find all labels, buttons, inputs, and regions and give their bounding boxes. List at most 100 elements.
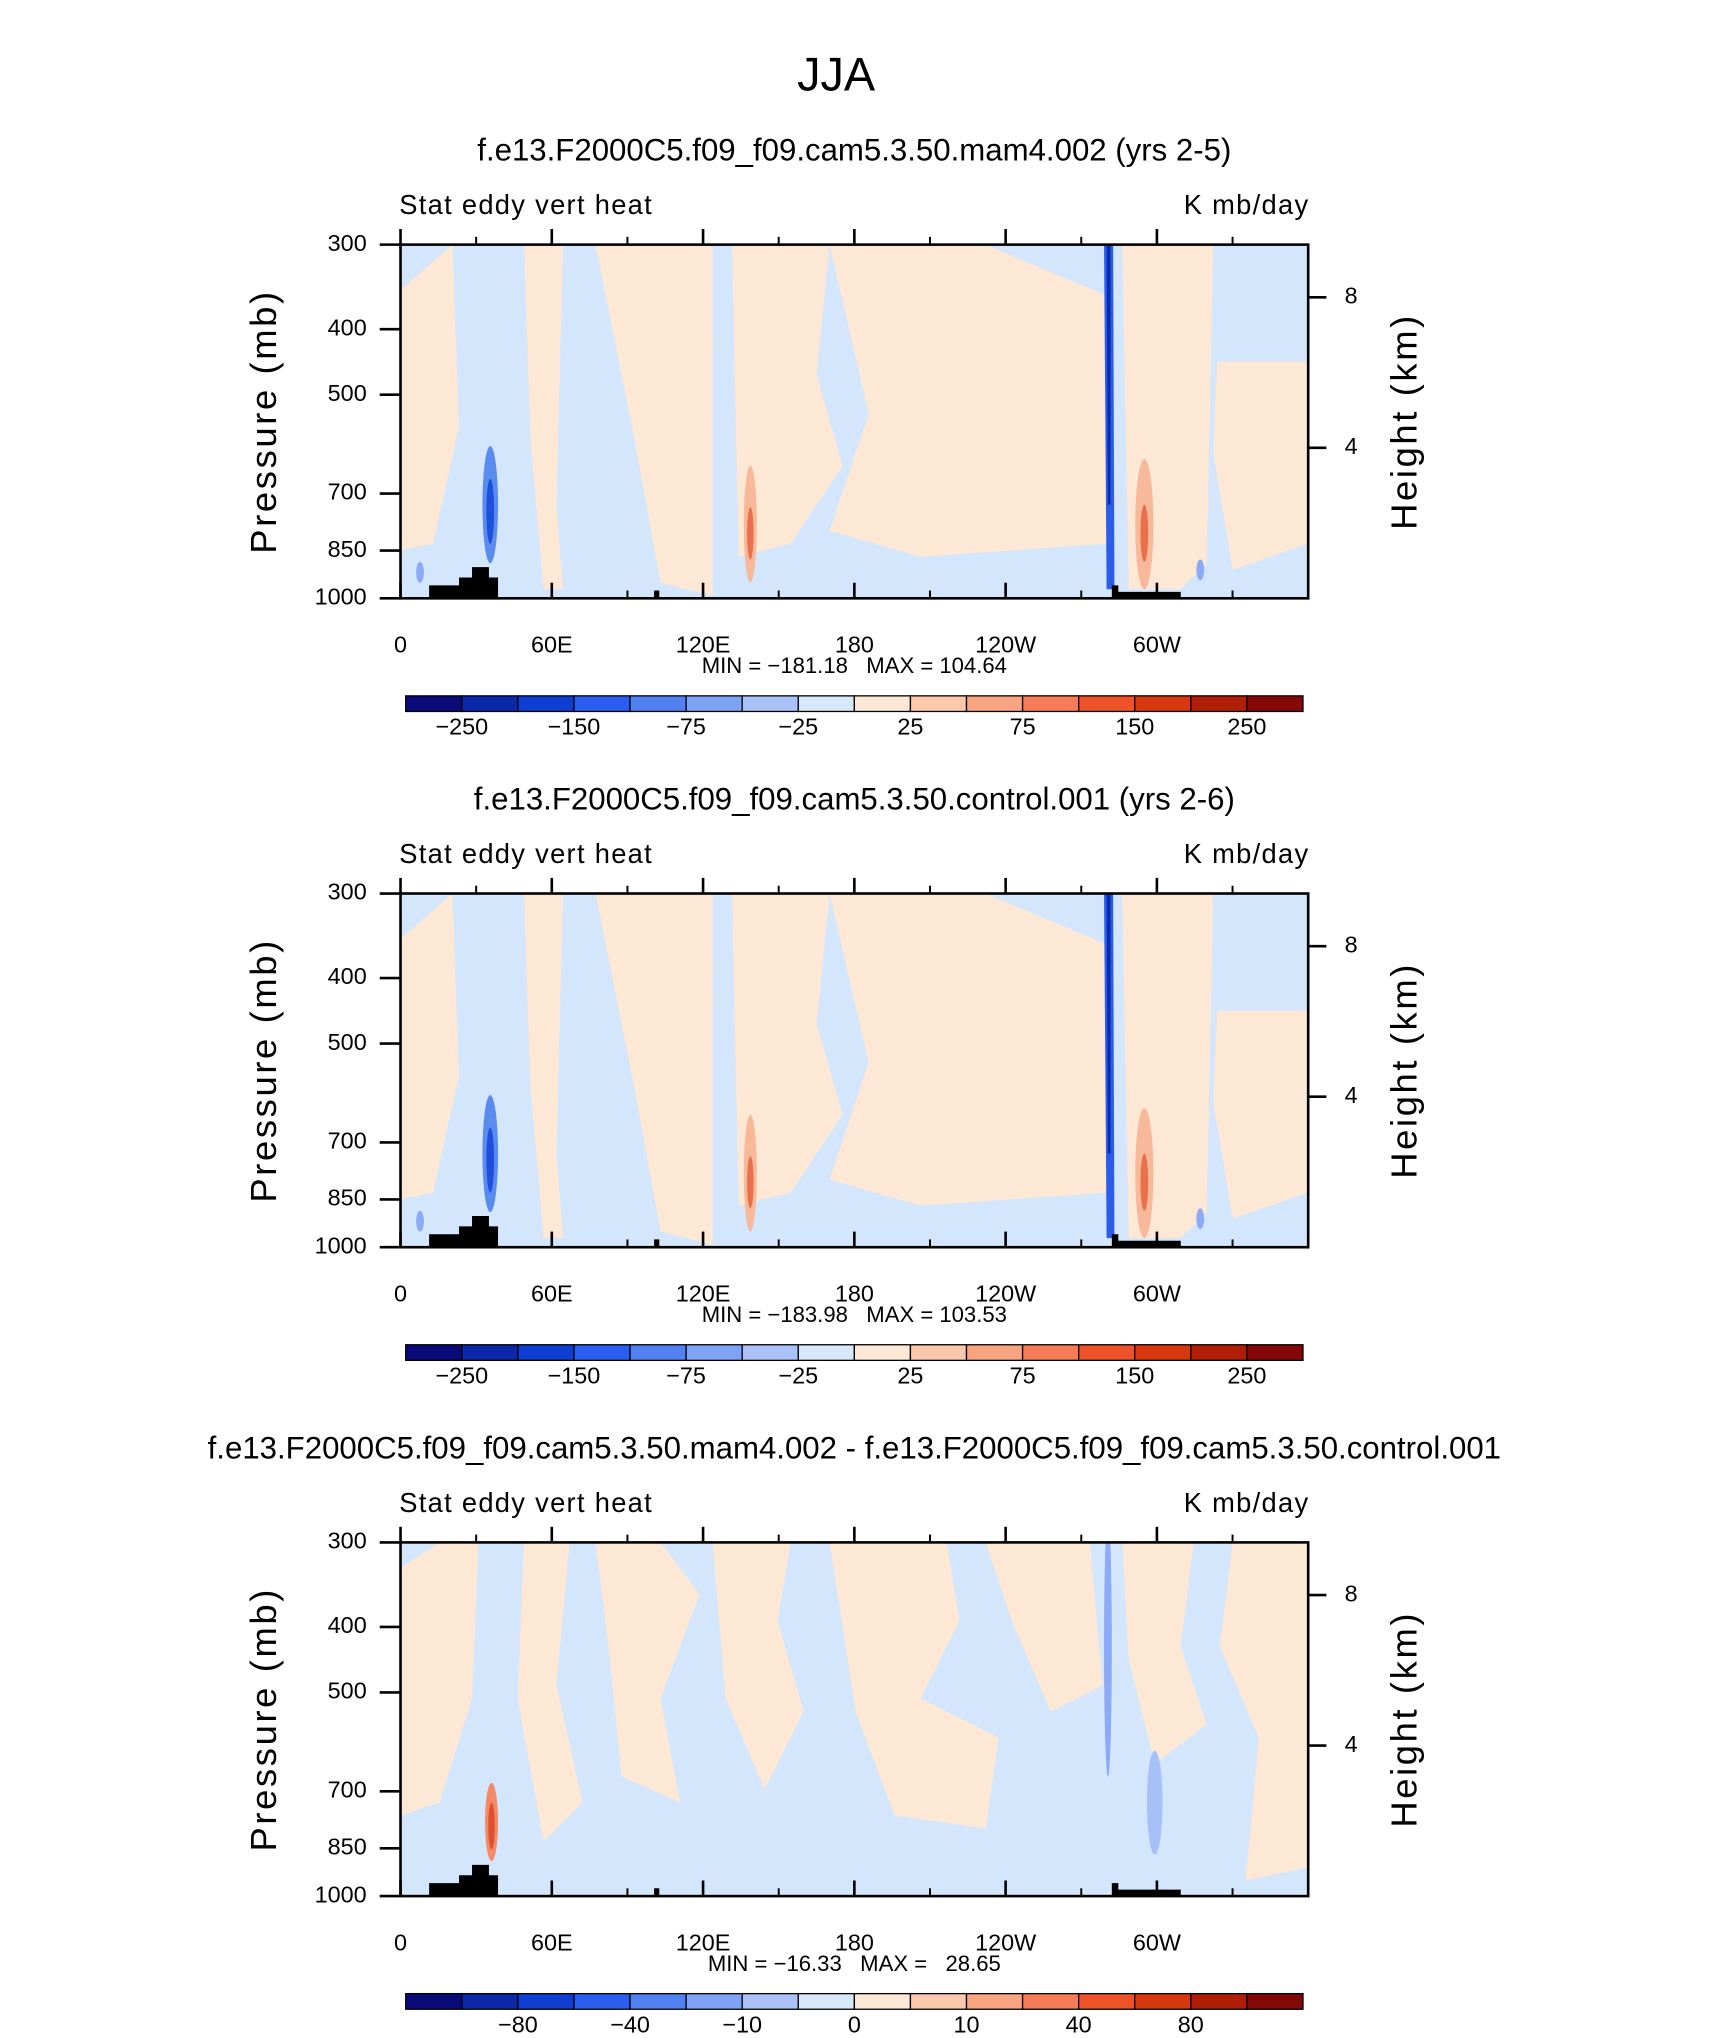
y-tick-label: 500	[328, 1029, 367, 1055]
colorbar-label: −25	[778, 714, 818, 740]
y-tick-label: 400	[328, 314, 367, 340]
colorbar-box	[853, 1344, 912, 1361]
colorbar-label: 25	[897, 1362, 923, 1388]
y-tick-label: 400	[328, 1612, 367, 1638]
y-axis-label: Pressure (mb)	[243, 289, 284, 553]
x-tick-label: 60E	[531, 1929, 573, 1955]
x-tick-label: 60W	[1133, 1281, 1181, 1307]
x-tick-label: 120E	[676, 1929, 731, 1955]
y-tick-label: 300	[328, 1528, 367, 1554]
colorbar-label: −150	[548, 1362, 601, 1388]
colorbar-box	[629, 1344, 687, 1361]
colorbar-label: 75	[1010, 714, 1036, 740]
colorbar-box	[1078, 695, 1136, 713]
colorbar-box	[1190, 695, 1248, 713]
colorbar-box	[517, 1344, 575, 1361]
colorbar-box	[741, 695, 799, 713]
colorbar-label: 80	[1178, 2011, 1204, 2037]
colorbar-box	[1134, 695, 1192, 713]
y2-tick-label: 8	[1345, 282, 1358, 308]
colorbar-label: −250	[435, 714, 488, 740]
min-max: MIN = −183.98 MAX = 103.53	[702, 1302, 1007, 1327]
y-tick-label: 700	[328, 1128, 367, 1154]
y-tick-label: 500	[328, 380, 367, 406]
x-tick-label: 60W	[1133, 1929, 1181, 1955]
y-tick-label: 1000	[315, 1881, 367, 1907]
y-tick-label: 700	[328, 1777, 367, 1803]
colorbar-box	[629, 695, 687, 713]
y-axis-label: Pressure (mb)	[243, 938, 284, 1202]
colorbar-label: 25	[897, 714, 923, 740]
colorbar-box	[573, 695, 631, 713]
colorbar-box	[405, 695, 463, 713]
y-tick-label: 850	[328, 1185, 367, 1211]
colorbar-label: 75	[1010, 1362, 1036, 1388]
x-tick-label: 60E	[531, 1281, 573, 1307]
x-tick-label: 180	[835, 632, 874, 658]
contour-field	[401, 245, 1309, 599]
y-tick-label: 300	[328, 230, 367, 256]
x-tick-label: 0	[394, 1281, 407, 1307]
x-tick-label: 180	[835, 1281, 874, 1307]
colorbar-box	[1078, 1344, 1136, 1361]
colorbar-box	[461, 1344, 519, 1361]
colorbar-label: 10	[953, 2011, 979, 2037]
colorbar-box	[517, 1992, 575, 2010]
colorbar-box	[797, 1344, 855, 1361]
y2-tick-label: 4	[1345, 1082, 1358, 1108]
colorbar-box	[909, 1992, 968, 2010]
colorbar-box	[1190, 1344, 1248, 1361]
colorbar-box	[853, 695, 912, 713]
colorbar-label: −250	[435, 1362, 488, 1388]
colorbar-label: 250	[1227, 1362, 1266, 1388]
left-label: Stat eddy vert heat	[399, 189, 653, 220]
left-label: Stat eddy vert heat	[399, 1487, 653, 1518]
y2-axis-label: Height (km)	[1384, 313, 1425, 530]
x-tick-label: 0	[394, 1929, 407, 1955]
colorbar-label: 40	[1066, 2011, 1092, 2037]
colorbar-box	[965, 695, 1024, 713]
colorbar-box	[797, 1992, 855, 2010]
colorbar-box	[685, 1344, 743, 1361]
x-tick-label: 120W	[975, 1929, 1036, 1955]
colorbar-box	[965, 1992, 1024, 2010]
colorbar-box	[741, 1992, 799, 2010]
colorbar-box	[461, 695, 519, 713]
colorbar-box	[853, 1992, 912, 2010]
y2-axis-label: Height (km)	[1384, 1611, 1425, 1828]
right-label: K mb/day	[1184, 1487, 1310, 1518]
colorbar-box	[1021, 695, 1080, 713]
colorbar-box	[405, 1992, 463, 2010]
colorbar-box	[573, 1344, 631, 1361]
colorbar-box	[461, 1992, 519, 2010]
colorbar-box	[573, 1992, 631, 2010]
colorbar-box	[741, 1344, 799, 1361]
min-max: MIN = −16.33 MAX = 28.65	[708, 1951, 1001, 1976]
colorbar-label: 150	[1115, 1362, 1154, 1388]
colorbar-box	[685, 1992, 743, 2010]
colorbar-box	[909, 695, 968, 713]
colorbar-box	[909, 1344, 968, 1361]
figure-title: JJA	[797, 49, 876, 101]
x-tick-label: 120W	[975, 632, 1036, 658]
colorbar-box	[517, 695, 575, 713]
panel-title: f.e13.F2000C5.f09_f09.cam5.3.50.mam4.002…	[208, 1430, 1501, 1465]
y-tick-label: 700	[328, 479, 367, 505]
colorbar-box	[1134, 1992, 1192, 2010]
y-tick-label: 1000	[315, 1232, 367, 1258]
y2-tick-label: 8	[1345, 931, 1358, 957]
colorbar-label: 150	[1115, 714, 1154, 740]
colorbar-label: −150	[548, 714, 601, 740]
colorbar-box	[797, 695, 855, 713]
colorbar-label: 250	[1227, 714, 1266, 740]
y-axis-label: Pressure (mb)	[243, 1587, 284, 1851]
panel-title: f.e13.F2000C5.f09_f09.cam5.3.50.mam4.002…	[477, 133, 1231, 168]
colorbar-box	[1078, 1992, 1136, 2010]
left-label: Stat eddy vert heat	[399, 838, 653, 869]
colorbar-label: −25	[778, 1362, 818, 1388]
y2-tick-label: 8	[1345, 1580, 1358, 1606]
colorbar-label: −10	[722, 2011, 762, 2037]
panel-title: f.e13.F2000C5.f09_f09.cam5.3.50.control.…	[474, 781, 1235, 816]
contour-field	[401, 894, 1309, 1248]
